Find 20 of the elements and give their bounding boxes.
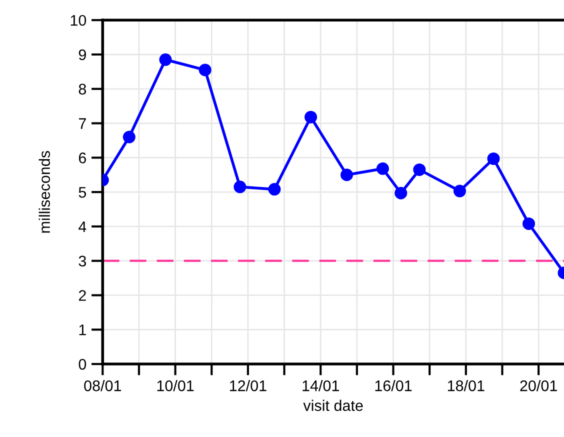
y-tick-label: 3: [78, 256, 86, 267]
y-tick-label: 1: [79, 324, 86, 336]
x-tick-label: 08/01: [84, 380, 122, 392]
x-axis-title: visit date: [303, 400, 363, 412]
y-tick-label: 6: [78, 152, 86, 164]
x-tick-label: 10/01: [157, 380, 194, 392]
y-tick-label: 0: [78, 358, 86, 370]
x-tick-label: 16/01: [375, 380, 412, 392]
x-tick-label: 18/01: [448, 380, 484, 392]
y-tick-label: 10: [70, 14, 86, 26]
x-tick-label: 12/01: [230, 380, 266, 392]
y-tick-label: 7: [78, 118, 86, 129]
y-tick-label: 8: [78, 84, 86, 95]
y-tick-label: 5: [78, 187, 86, 198]
y-tick-label: 4: [78, 221, 86, 232]
y-tick-label: 9: [78, 49, 86, 60]
y-tick-label: 2: [78, 290, 86, 301]
x-tick-label: 14/01: [302, 380, 339, 392]
x-tick-label: 20/01: [520, 380, 557, 392]
y-axis-title: milliseconds: [38, 151, 50, 233]
